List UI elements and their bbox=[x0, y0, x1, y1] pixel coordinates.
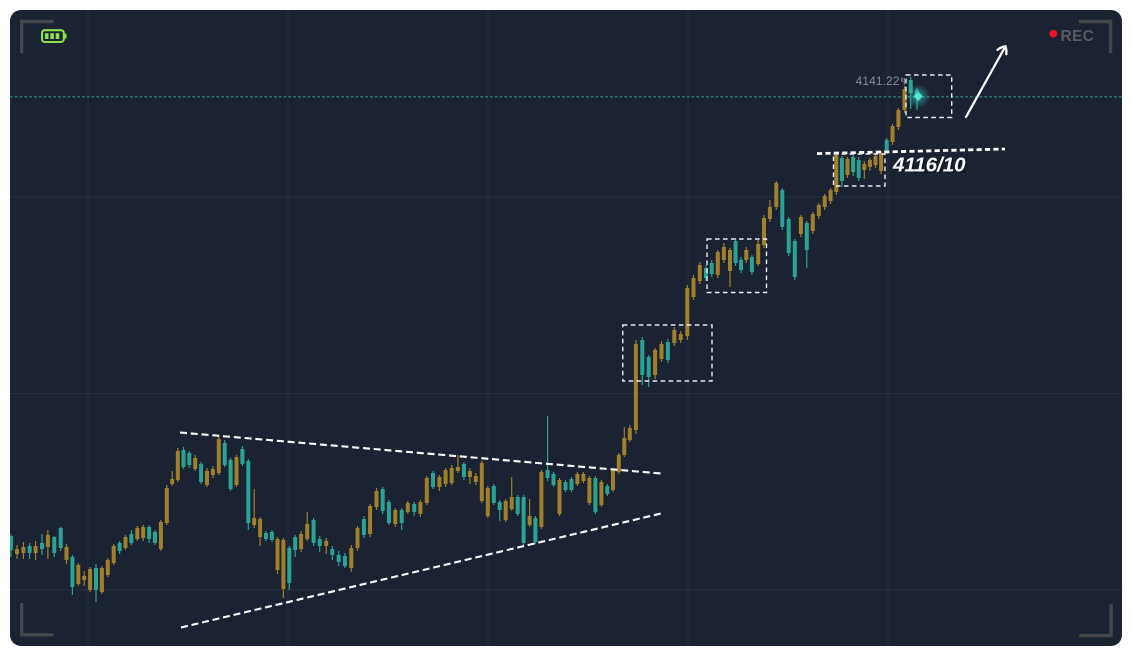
svg-text:REC: REC bbox=[1061, 28, 1095, 45]
svg-text:4116/10: 4116/10 bbox=[892, 154, 966, 177]
svg-text:4141.22: 4141.22 bbox=[855, 74, 899, 88]
svg-text:4116/10: 4116/10 bbox=[894, 155, 968, 178]
